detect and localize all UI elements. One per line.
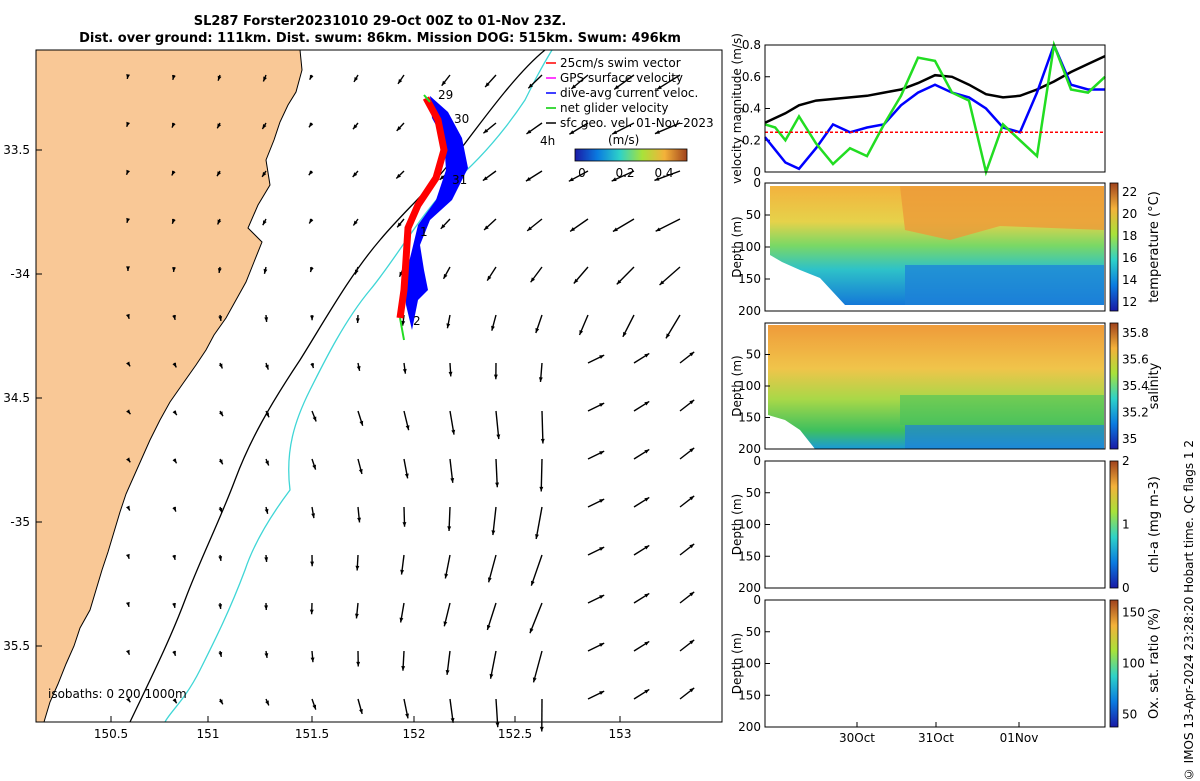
colorbar-tick-label: 150 xyxy=(1122,606,1145,620)
colorbar-tick-label: 35.4 xyxy=(1122,379,1149,393)
colorbar-tick-label: 1 xyxy=(1122,518,1130,532)
y-tick-label: 0 xyxy=(753,454,761,468)
x-tick-label: 01Nov xyxy=(1000,731,1039,745)
legend-entry: dive-avg current veloc. xyxy=(560,86,698,100)
y-tick-label: 150 xyxy=(738,411,761,425)
y-tick-label: 0.6 xyxy=(742,70,761,84)
map-y-tick-label: 33.5 xyxy=(3,143,30,157)
y-tick-label: 100 xyxy=(738,657,761,671)
colorbar-tick-label: 0 xyxy=(1122,581,1130,595)
depth-colorbar xyxy=(1110,600,1118,727)
map-y-tick-label: -35 xyxy=(10,515,30,529)
colorbar-tick-label: 14 xyxy=(1122,273,1137,287)
series-line-blue xyxy=(765,45,1105,169)
y-tick-label: 0 xyxy=(753,176,761,190)
series-line-black xyxy=(765,56,1105,123)
series-line-green xyxy=(765,45,1105,172)
colorbar-unit: (m/s) xyxy=(608,133,639,147)
y-tick-label: 200 xyxy=(738,720,761,734)
colorbar-tick-label: 35.2 xyxy=(1122,405,1149,419)
colorbar-tick-label: 0 xyxy=(578,166,586,180)
colorbar-tick-label: 35.8 xyxy=(1122,326,1149,340)
day-label: 31 xyxy=(452,173,467,187)
x-tick-label: 30Oct xyxy=(839,731,875,745)
current-vector xyxy=(541,459,542,491)
day-label: 1 xyxy=(420,225,428,239)
day-label: 30 xyxy=(454,112,469,126)
y-tick-label: 150 xyxy=(738,688,761,702)
colorbar-label: temperature (°C) xyxy=(1147,191,1162,303)
legend-entry: GPS surface velocity xyxy=(560,71,683,85)
colorbar-tick-label: 18 xyxy=(1122,229,1137,243)
y-tick-label: 0.8 xyxy=(742,38,761,52)
map-y-tick-label: 35.5 xyxy=(3,639,30,653)
y-tick-label: 50 xyxy=(746,486,761,500)
depth-colorbar xyxy=(1110,323,1118,449)
y-tick-label: 50 xyxy=(746,625,761,639)
depth-colorbar xyxy=(1110,183,1118,311)
x-tick-label: 31Oct xyxy=(918,731,954,745)
y-tick-label: 150 xyxy=(738,549,761,563)
colorbar-tick-label: 16 xyxy=(1122,251,1137,265)
y-tick-label: 0.2 xyxy=(742,133,761,147)
axes-box xyxy=(765,600,1105,727)
colorbar-extra-label: 4h xyxy=(540,134,555,148)
colorbar-label: Ox. sat. ratio (%) xyxy=(1147,608,1162,719)
colorbar-tick-label: 12 xyxy=(1122,295,1137,309)
colorbar-tick-label: 35 xyxy=(1122,432,1137,446)
y-tick-label: 150 xyxy=(738,272,761,286)
colorbar-tick-label: 0.4 xyxy=(654,166,673,180)
colorbar-tick-label: 20 xyxy=(1122,207,1137,221)
y-tick-label: 100 xyxy=(738,518,761,532)
colorbar-tick-label: 35.6 xyxy=(1122,353,1149,367)
velocity-panel: velocity magnitude (m/s)00.20.40.60.8 xyxy=(730,33,1105,184)
map-x-tick-label: 150.5 xyxy=(94,727,128,741)
day-label: 29 xyxy=(438,88,453,102)
colorbar-tick-label: 22 xyxy=(1122,185,1137,199)
colorbar-tick-label: 100 xyxy=(1122,657,1145,671)
axes-box xyxy=(765,45,1105,172)
colorbar-tick-label: 2 xyxy=(1122,454,1130,468)
speed-colorbar xyxy=(575,149,687,161)
legend-entry: net glider velocity xyxy=(560,101,668,115)
salinity-panel: Depth (m)501001502003535.235.435.635.8sa… xyxy=(730,323,1162,456)
colorbar-tick-label: 0.2 xyxy=(615,166,634,180)
y-tick-label: 100 xyxy=(738,240,761,254)
colorbar-label: salinity xyxy=(1147,362,1162,409)
map-x-tick-label: 153 xyxy=(609,727,632,741)
legend-entry: 25cm/s swim vector xyxy=(560,56,681,70)
colorbar-label: chl-a (mg m-3) xyxy=(1147,476,1162,573)
axes-box xyxy=(765,461,1105,588)
map-x-tick-label: 151.5 xyxy=(295,727,329,741)
colorbar-tick-label: 50 xyxy=(1122,707,1137,721)
depth-colorbar xyxy=(1110,461,1118,588)
map-x-tick-label: 151 xyxy=(197,727,220,741)
map-x-tick-label: 152 xyxy=(403,727,426,741)
y-tick-label: 200 xyxy=(738,304,761,318)
y-tick-label: 100 xyxy=(738,379,761,393)
current-vector xyxy=(542,411,543,443)
map-x-tick-label: 152.5 xyxy=(498,727,532,741)
map-y-tick-label: -34 xyxy=(10,267,30,281)
legend-entry: sfc geo. vel. 01-Nov-2023 xyxy=(560,116,714,130)
day-label: 2 xyxy=(413,314,421,328)
y-tick-label: 50 xyxy=(746,208,761,222)
current-vector-head xyxy=(540,727,544,732)
y-tick-label: 0 xyxy=(753,593,761,607)
isobath-label: isobaths: 0 200 1000m xyxy=(48,687,187,701)
map-y-tick-label: 34.5 xyxy=(3,391,30,405)
y-tick-label: 50 xyxy=(746,348,761,362)
y-tick-label: 0.4 xyxy=(742,102,761,116)
